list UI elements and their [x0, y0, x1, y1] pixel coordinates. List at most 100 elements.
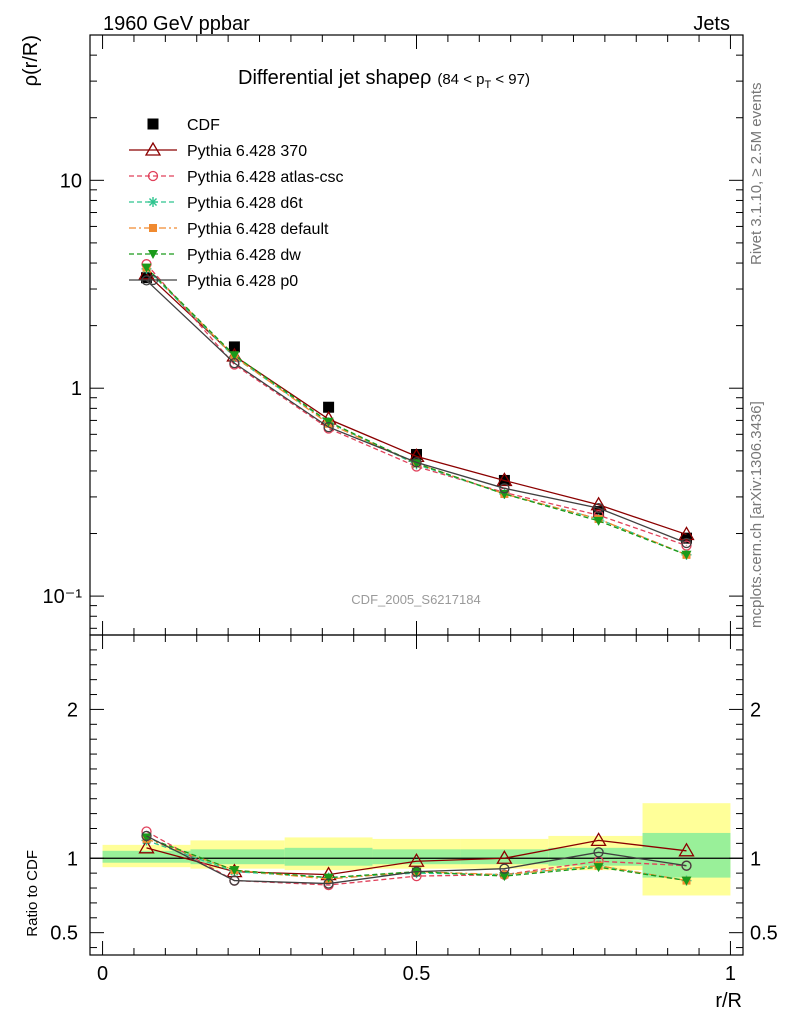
legend-label: Pythia 6.428 default: [187, 221, 329, 238]
data-point: [411, 448, 422, 460]
ratio-y-axis-label: Ratio to CDF: [24, 850, 41, 937]
legend-entry: Pythia 6.428 dw: [129, 247, 301, 264]
y-tick-label: 10⁻¹: [43, 586, 83, 608]
series-pythia-6-428-370: [138, 265, 695, 541]
ratio-y-tick-label-right: 2: [750, 699, 761, 721]
data-point: [593, 847, 604, 858]
data-point: [593, 516, 604, 526]
legend-label: Pythia 6.428 p0: [187, 273, 298, 290]
main-panel: ρ(r/R) Differential jet shapeρ (84 < pT <…: [20, 34, 744, 636]
data-point: [681, 876, 692, 886]
data-point: [229, 357, 240, 369]
data-point: [229, 351, 240, 361]
uncertainty-band-inner: [460, 849, 549, 865]
header-left: 1960 GeV ppbar: [103, 13, 250, 35]
data-point: [678, 842, 695, 857]
legend-label: Pythia 6.428 dw: [187, 247, 301, 264]
data-point: [147, 170, 159, 182]
data-point: [499, 872, 510, 882]
x-tick-label: 1: [725, 963, 736, 985]
data-point: [141, 263, 152, 273]
uncertainty-band-inner: [190, 849, 285, 865]
series-line: [146, 273, 687, 536]
data-point: [144, 141, 162, 156]
data-point: [496, 849, 513, 864]
data-point: [138, 839, 155, 854]
data-point: [138, 265, 155, 280]
data-point: [149, 224, 157, 232]
legend-entry: Pythia 6.428 p0: [129, 273, 298, 290]
legend: CDF Pythia 6.428 370 Pythia 6.428 atlas-cs…: [129, 117, 344, 290]
data-point: [499, 863, 510, 874]
data-point: [228, 341, 240, 353]
data-point: [323, 873, 334, 883]
data-point: [593, 506, 605, 518]
rivet-label: Rivet 3.1.10, ≥ 2.5M events: [748, 83, 765, 266]
data-point: [323, 401, 335, 413]
ratio-panel: 0.5 0.5 1 1 2 2 0 0.5 1 Ratio to CDF r/R: [24, 634, 778, 1012]
data-point: [229, 866, 240, 876]
series-line: [146, 263, 687, 547]
ratio-y-tick-label: 2: [67, 699, 78, 721]
data-point: [590, 496, 607, 511]
data-point: [141, 272, 153, 284]
data-point: [411, 866, 422, 877]
ratio-line: [146, 835, 687, 885]
data-point: [323, 878, 334, 889]
legend-label: Pythia 6.428 atlas-csc: [187, 169, 344, 186]
data-point: [323, 421, 334, 433]
uncertainty-band-inner: [372, 849, 461, 865]
data-point: [147, 274, 159, 286]
uncertainty-band-inner: [284, 847, 373, 866]
data-point: [499, 483, 510, 494]
series-pythia-6-428-default: [142, 263, 691, 559]
ratio-y-tick-label-right: 0.5: [750, 923, 778, 945]
series-pythia-6-428-d6t: [141, 263, 692, 560]
ratio-axis-ticks: 0.5 0.5 1 1 2 2 0 0.5 1: [50, 635, 778, 985]
ratio-y-tick-label: 1: [67, 848, 78, 870]
legend-entry: Pythia 6.428 atlas-csc: [129, 169, 344, 186]
series-line: [146, 267, 687, 556]
x-tick-label: 0.5: [403, 963, 431, 985]
main-plot-area: [138, 259, 695, 560]
data-point: [681, 537, 692, 549]
ratio-y-tick-label: 0.5: [50, 923, 78, 945]
data-point: [141, 830, 152, 842]
data-point: [229, 875, 240, 886]
main-axis-ticks: [90, 34, 743, 635]
ratio-frame: [89, 634, 744, 956]
analysis-watermark: CDF_2005_S6217184: [351, 592, 480, 607]
main-title: Differential jet shapeρ (84 < pT < 97): [238, 67, 530, 91]
star-stroke: [148, 197, 158, 207]
legend-entry: CDF: [147, 117, 220, 134]
ratio-uncertainty-bands: [90, 803, 743, 896]
data-point: [411, 457, 422, 468]
data-point: [408, 852, 425, 867]
ratio-series-pythia-6-428-p0: [141, 830, 692, 889]
legend-label: Pythia 6.428 d6t: [187, 195, 303, 212]
uncertainty-band-inner: [102, 850, 191, 863]
main-y-axis-label: ρ(r/R): [20, 35, 42, 86]
series-line: [146, 268, 687, 556]
legend-label: Pythia 6.428 370: [187, 143, 307, 160]
uncertainty-band-inner: [548, 847, 643, 866]
data-point: [147, 118, 159, 130]
data-point: [678, 526, 695, 541]
data-point: [496, 472, 513, 487]
data-point: [593, 502, 604, 514]
header-right: Jets: [693, 13, 730, 35]
series-line: [146, 267, 687, 556]
series-pythia-6-428-dw: [141, 263, 692, 560]
ratio-plot-area: [138, 826, 695, 891]
series-line: [146, 279, 687, 544]
series-cdf: [141, 272, 692, 544]
series-pythia-6-428-atlas-csc: [141, 259, 692, 551]
legend-entry: Pythia 6.428 d6t: [129, 195, 303, 212]
data-point: [148, 250, 158, 259]
ratio-y-tick-label-right: 1: [750, 848, 761, 870]
mcplots-label: mcplots.cern.ch [arXiv:1306.3436]: [748, 401, 765, 628]
legend-label: CDF: [187, 117, 220, 134]
legend-entry: Pythia 6.428 default: [129, 221, 329, 238]
y-tick-label: 10: [60, 170, 82, 192]
